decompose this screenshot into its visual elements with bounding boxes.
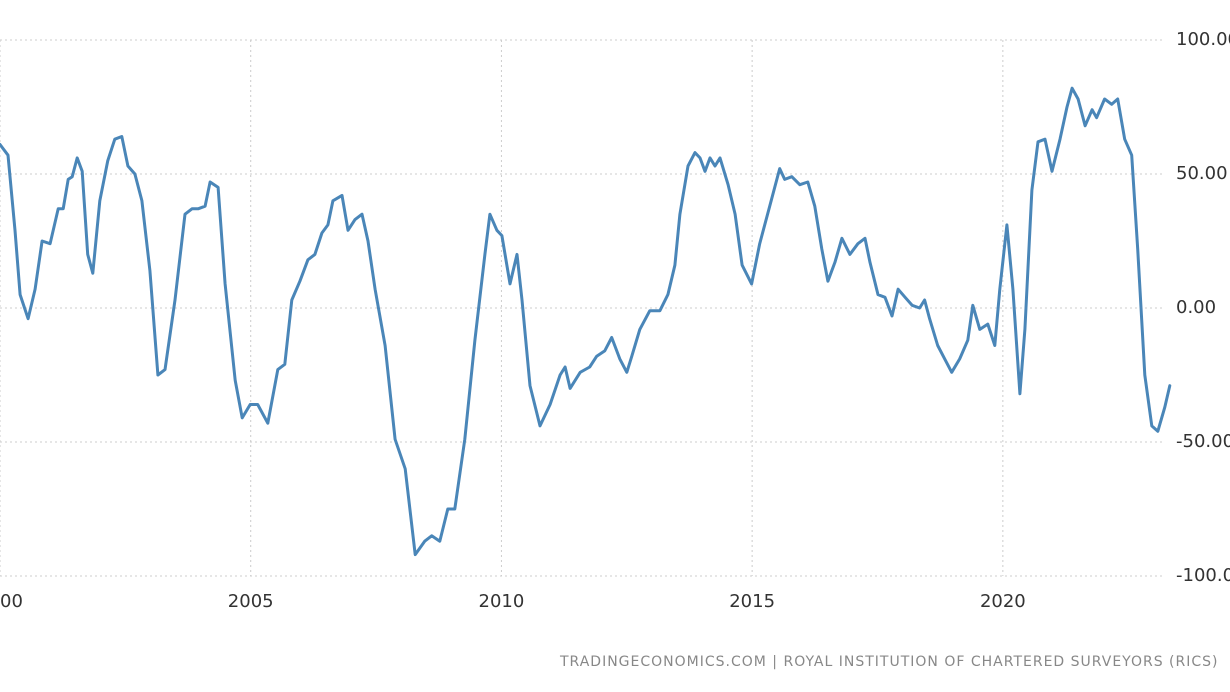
source-note: TRADINGECONOMICS.COM | ROYAL INSTITUTION… [559,654,1218,670]
y-tick-label: 100.00 [1176,29,1230,50]
x-tick-label: 2010 [479,591,525,612]
x-tick-label: 2020 [980,591,1026,612]
y-tick-label: -50.00 [1176,431,1230,452]
y-tick-label: -100.00 [1176,565,1230,586]
x-tick-label: 2000 [0,591,23,612]
data-line [0,86,1172,557]
y-tick-label: 50.00 [1176,163,1228,184]
y-tick-label: 0.00 [1176,297,1216,318]
x-tick-label: 2005 [228,591,274,612]
x-tick-label: 2015 [729,591,775,612]
